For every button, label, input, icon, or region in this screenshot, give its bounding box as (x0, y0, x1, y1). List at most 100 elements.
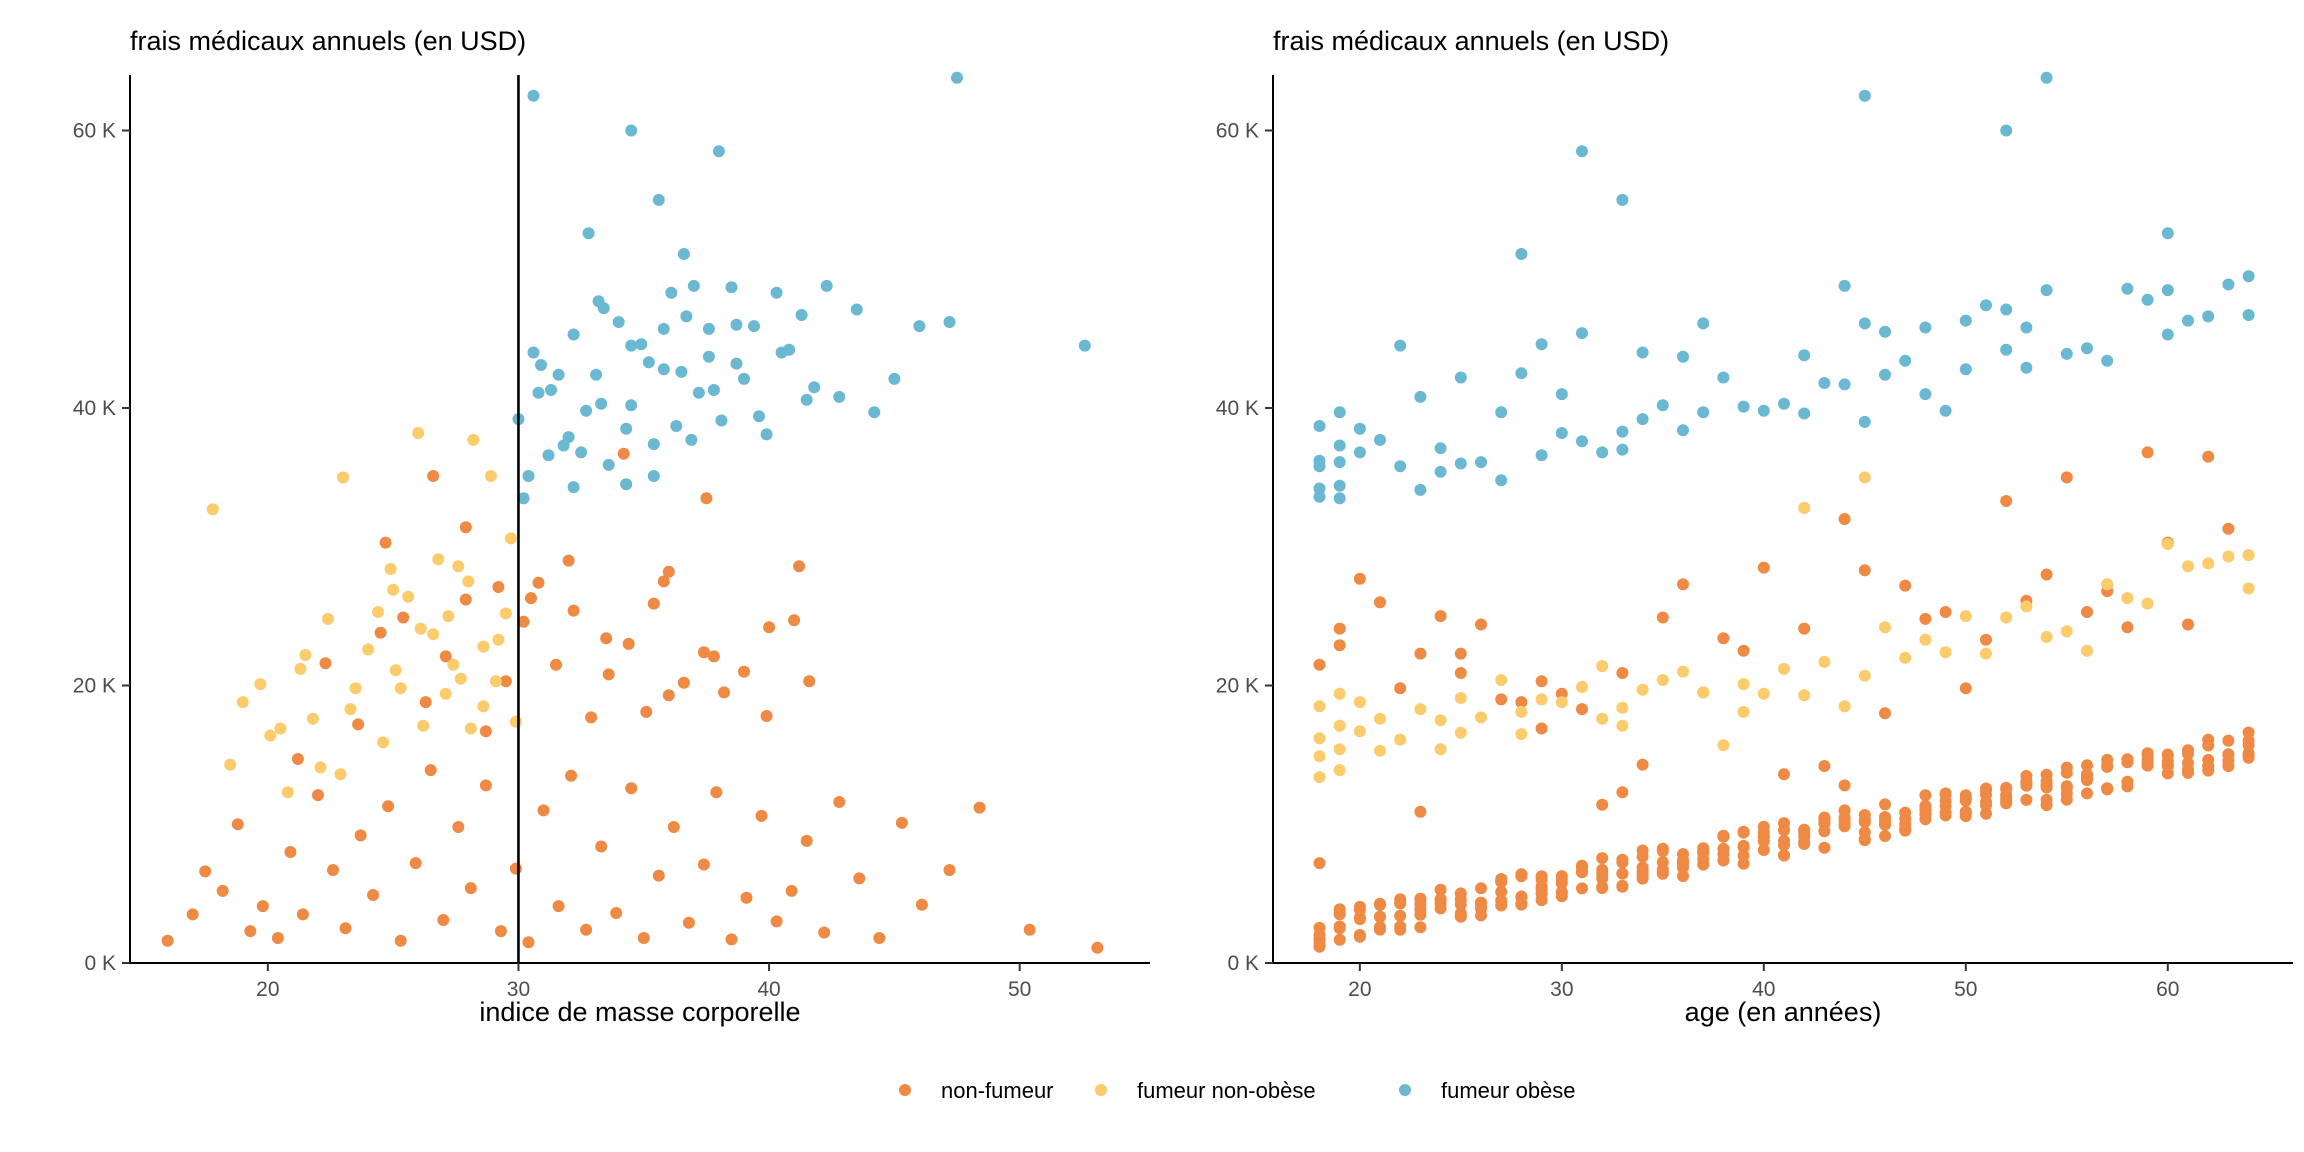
point-fumeur-obèse (770, 286, 783, 299)
point-non-fumeur (700, 492, 713, 505)
point-fumeur-non-obèse (1333, 743, 1346, 756)
point-fumeur-non-obèse (1394, 733, 1407, 746)
point-non-fumeur (464, 882, 477, 895)
point-fumeur-obèse (2161, 284, 2174, 297)
point-fumeur-non-obèse (2081, 644, 2093, 657)
point-non-fumeur (1818, 811, 1831, 824)
point-fumeur-obèse (795, 309, 808, 321)
point-fumeur-obèse (635, 338, 648, 351)
point-fumeur-non-obèse (1313, 771, 1326, 784)
point-non-fumeur (550, 658, 562, 671)
point-non-fumeur (1414, 921, 1427, 934)
point-fumeur-non-obèse (1434, 743, 1447, 756)
point-non-fumeur (1475, 900, 1487, 913)
point-non-fumeur (1980, 782, 1992, 795)
x-tick-label: 30 (507, 978, 530, 1001)
point-non-fumeur (2182, 757, 2194, 769)
point-non-fumeur (1899, 806, 1912, 819)
point-non-fumeur (1616, 879, 1629, 892)
point-fumeur-obèse (1454, 457, 1467, 470)
point-fumeur-obèse (657, 363, 670, 376)
point-fumeur-obèse (1313, 454, 1326, 467)
point-fumeur-non-obèse (322, 612, 334, 625)
point-non-fumeur (1757, 831, 1770, 843)
point-non-fumeur (1798, 838, 1811, 850)
point-non-fumeur (2222, 734, 2235, 747)
point-non-fumeur (2182, 618, 2194, 631)
point-non-fumeur (1515, 898, 1528, 911)
point-fumeur-non-obèse (1737, 705, 1750, 718)
point-fumeur-non-obèse (509, 715, 522, 728)
point-non-fumeur (2060, 471, 2073, 484)
point-fumeur-non-obèse (2040, 630, 2053, 643)
point-non-fumeur (1333, 622, 1346, 635)
point-fumeur-non-obèse (377, 736, 390, 749)
point-non-fumeur (640, 705, 653, 718)
point-non-fumeur (1717, 842, 1730, 855)
point-non-fumeur (374, 626, 387, 639)
point-non-fumeur (1737, 825, 1750, 838)
point-fumeur-obèse (712, 145, 725, 158)
point-fumeur-obèse (1394, 339, 1407, 352)
point-fumeur-obèse (1616, 443, 1629, 456)
point-fumeur-obèse (888, 372, 901, 385)
point-non-fumeur (1535, 675, 1548, 688)
point-fumeur-obèse (2242, 270, 2255, 283)
point-fumeur-obèse (517, 492, 530, 505)
point-fumeur-non-obèse (417, 719, 430, 732)
point-non-fumeur (1374, 920, 1386, 933)
point-fumeur-non-obèse (1899, 651, 1912, 664)
point-fumeur-obèse (1697, 317, 1710, 330)
panel-title: frais médicaux annuels (en USD) (130, 26, 526, 56)
point-fumeur-non-obèse (1313, 700, 1326, 713)
point-non-fumeur (1717, 632, 1730, 645)
point-non-fumeur (1858, 809, 1871, 821)
point-non-fumeur (2202, 753, 2215, 766)
point-fumeur-non-obèse (489, 675, 502, 688)
x-tick-label: 50 (1008, 978, 1031, 1001)
point-non-fumeur (1495, 875, 1508, 888)
point-non-fumeur (437, 914, 450, 926)
point-non-fumeur (2060, 761, 2073, 774)
point-non-fumeur (1023, 923, 1036, 936)
x-tick-label: 40 (1752, 978, 1775, 1001)
point-non-fumeur (2081, 771, 2093, 784)
point-fumeur-obèse (1798, 407, 1811, 420)
point-fumeur-obèse (2000, 343, 2013, 356)
point-fumeur-obèse (1078, 339, 1091, 352)
point-non-fumeur (1555, 877, 1568, 890)
x-tick-label: 30 (1550, 978, 1573, 1001)
point-non-fumeur (1394, 923, 1407, 936)
point-fumeur-obèse (2141, 293, 2154, 306)
point-non-fumeur (2222, 748, 2235, 761)
point-fumeur-non-obèse (1717, 739, 1730, 752)
point-non-fumeur (1475, 909, 1487, 922)
point-non-fumeur (1939, 799, 1952, 812)
point-fumeur-non-obèse (314, 761, 327, 774)
point-non-fumeur (1333, 908, 1346, 921)
point-non-fumeur (452, 821, 465, 833)
point-non-fumeur (1838, 513, 1851, 525)
point-non-fumeur (1656, 611, 1669, 624)
point-fumeur-non-obèse (2182, 560, 2194, 573)
data-points (1313, 71, 2255, 953)
point-non-fumeur (327, 864, 339, 876)
point-non-fumeur (1475, 882, 1487, 895)
point-fumeur-obèse (715, 414, 728, 427)
y-tick-label: 20 K (73, 675, 116, 698)
point-fumeur-non-obèse (499, 607, 512, 620)
point-non-fumeur (1454, 647, 1467, 660)
point-non-fumeur (788, 614, 801, 627)
point-fumeur-obèse (1374, 433, 1386, 446)
point-non-fumeur (2121, 780, 2134, 793)
point-fumeur-obèse (951, 71, 963, 84)
point-fumeur-non-obèse (1454, 692, 1467, 704)
point-fumeur-obèse (1959, 363, 1972, 376)
point-fumeur-obèse (1333, 439, 1346, 452)
point-fumeur-non-obèse (1737, 678, 1750, 691)
point-fumeur-obèse (725, 281, 738, 294)
point-non-fumeur (291, 753, 304, 765)
point-non-fumeur (1879, 830, 1891, 842)
point-fumeur-non-obèse (1919, 633, 1932, 646)
point-non-fumeur (1919, 789, 1932, 802)
